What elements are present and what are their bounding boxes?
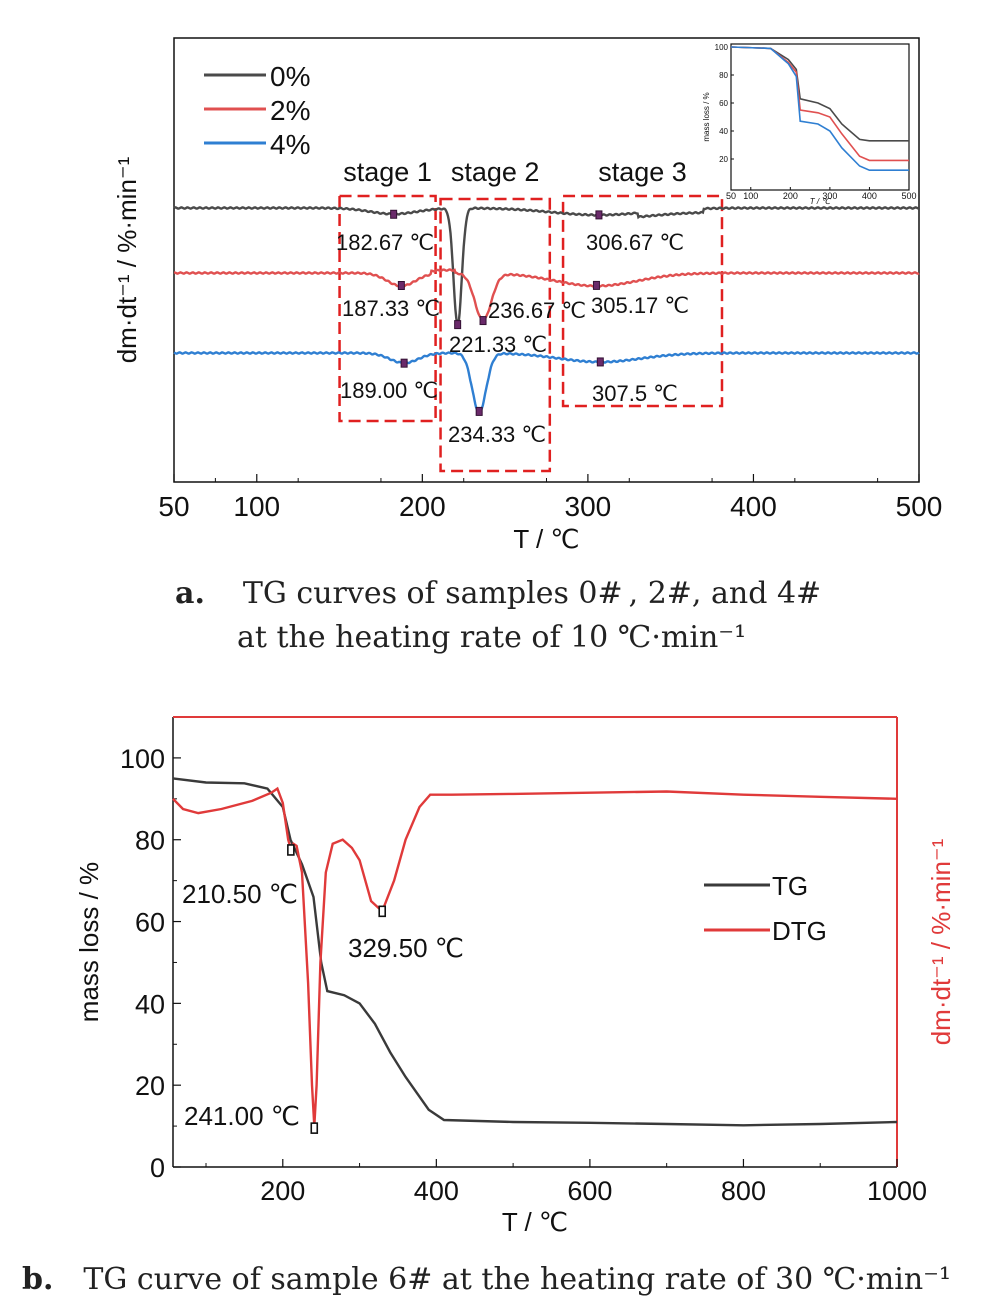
chart-a: 50 100 200 300 400 500 T / ℃ dm·dt⁻¹ / %·min⁻¹ s… bbox=[112, 37, 943, 554]
peak-label-2: 241.00 ℃ bbox=[184, 1101, 300, 1131]
peak-marker bbox=[454, 320, 462, 330]
inset-series-line-0% bbox=[730, 46, 909, 142]
peak-marker bbox=[475, 406, 483, 416]
y-axis-label-right: dm·dt⁻¹ / %·min⁻¹ bbox=[926, 838, 956, 1045]
peak-label: 221.33 ℃ bbox=[449, 332, 547, 357]
x-tick-label-2: 600 bbox=[567, 1176, 612, 1206]
legend-label-0: 0% bbox=[270, 61, 310, 92]
x-tick-label-3: 300 bbox=[565, 491, 612, 522]
peak-label-0: 210.50 ℃ bbox=[182, 879, 298, 909]
inset-x-tick-label-4: 400 bbox=[862, 191, 877, 201]
series-line-0% bbox=[173, 206, 920, 328]
inset-x-tick-label-1: 100 bbox=[743, 191, 758, 201]
inset-y-tick-label-0: 20 bbox=[719, 155, 728, 164]
x-tick-label-0: 50 bbox=[158, 491, 189, 522]
caption-b: b. TG curve of sample 6# at the heating r… bbox=[22, 1258, 1002, 1302]
series-line-4% bbox=[173, 351, 920, 413]
x-tick-label-1: 100 bbox=[233, 491, 280, 522]
x-tick-label-3: 800 bbox=[721, 1176, 766, 1206]
inset-frame bbox=[730, 43, 910, 191]
x-tick-label-5: 500 bbox=[896, 491, 943, 522]
series-line-2% bbox=[173, 268, 920, 323]
y-axis-label: dm·dt⁻¹ / %·min⁻¹ bbox=[112, 156, 142, 363]
series-line-DTG bbox=[172, 786, 898, 1127]
caption-a-line2: at the heating rate of 10 ℃·min⁻¹ bbox=[237, 620, 747, 655]
legend-label-2: 4% bbox=[270, 129, 310, 160]
inset-x-tick-label-2: 200 bbox=[783, 191, 798, 201]
peak-marker bbox=[479, 316, 487, 326]
caption-a-line1: TG curves of samples 0# , 2#, and 4# bbox=[242, 576, 822, 611]
peak-marker bbox=[390, 209, 398, 219]
x-axis-label: T / ℃ bbox=[502, 1207, 568, 1237]
inset-x-tick-label-5: 500 bbox=[901, 191, 916, 201]
inset-y-tick-label-3: 80 bbox=[719, 71, 728, 80]
legend-label-1: 2% bbox=[270, 95, 310, 126]
stage-label-1: stage 1 bbox=[343, 157, 432, 187]
y-tick-label-1: 20 bbox=[135, 1071, 165, 1101]
x-tick-label-4: 1000 bbox=[867, 1176, 927, 1206]
y-tick-label-4: 80 bbox=[135, 826, 165, 856]
stage-box-2 bbox=[439, 197, 552, 473]
caption-b-letter: b. bbox=[22, 1262, 54, 1297]
peak-marker-0 bbox=[287, 844, 295, 856]
caption-a-letter: a. bbox=[175, 576, 205, 611]
inset-y-tick-label-4: 100 bbox=[715, 43, 729, 52]
x-tick-label-1: 400 bbox=[414, 1176, 459, 1206]
y-tick-label-5: 100 bbox=[120, 744, 165, 774]
peak-marker-1 bbox=[378, 905, 387, 918]
y-tick-label-0: 0 bbox=[150, 1153, 165, 1183]
peak-marker bbox=[596, 357, 604, 367]
stage-label-3: stage 3 bbox=[598, 157, 687, 187]
inset-y-tick-label-1: 40 bbox=[719, 127, 728, 136]
legend-label-1: DTG bbox=[772, 916, 827, 946]
peak-label: 305.17 ℃ bbox=[591, 293, 689, 318]
y-axis-label: mass loss / % bbox=[74, 862, 104, 1022]
peak-marker bbox=[397, 281, 405, 291]
inset-series-line-4% bbox=[730, 46, 909, 171]
peak-marker bbox=[592, 280, 600, 290]
stage-box-3 bbox=[561, 194, 724, 408]
x-tick-label-2: 200 bbox=[399, 491, 446, 522]
peak-label: 236.67 ℃ bbox=[488, 298, 586, 323]
peak-label: 189.00 ℃ bbox=[340, 378, 438, 403]
stage-label-2: stage 2 bbox=[451, 157, 540, 187]
inset-y-label: mass loss / % bbox=[702, 92, 711, 141]
inset-x-label: T / ℃ bbox=[810, 197, 832, 206]
x-tick-label-0: 200 bbox=[260, 1176, 305, 1206]
inset-x-tick-label-0: 50 bbox=[726, 191, 736, 201]
peak-label: 306.67 ℃ bbox=[586, 230, 684, 255]
caption-b-line1: TG curve of sample 6# at the heating rat… bbox=[83, 1262, 952, 1297]
peak-label-1: 329.50 ℃ bbox=[348, 933, 464, 963]
x-axis-label: T / ℃ bbox=[513, 524, 579, 554]
peak-label: 187.33 ℃ bbox=[342, 296, 440, 321]
peak-marker bbox=[595, 210, 603, 220]
y-tick-label-2: 40 bbox=[135, 989, 165, 1019]
caption-a: a. TG curves of samples 0# , 2#, and 4# a… bbox=[175, 572, 975, 660]
inset-y-tick-label-2: 60 bbox=[719, 99, 728, 108]
peak-label: 234.33 ℃ bbox=[448, 422, 546, 447]
peak-label: 182.67 ℃ bbox=[336, 230, 434, 255]
legend-label-0: TG bbox=[772, 871, 808, 901]
peak-marker bbox=[400, 358, 408, 368]
x-tick-label-4: 400 bbox=[730, 491, 777, 522]
peak-label: 307.5 ℃ bbox=[592, 381, 678, 406]
peak-marker-2 bbox=[310, 1122, 319, 1134]
y-tick-label-3: 60 bbox=[135, 908, 165, 938]
stage-box-1 bbox=[338, 194, 437, 423]
series-line-TG bbox=[172, 777, 898, 1127]
chart-b: 200 400 600 800 1000 0 20 40 60 80 100 T / ℃ mass lo… bbox=[74, 716, 956, 1237]
inset-x-tick-label-3: 300 bbox=[822, 191, 837, 201]
